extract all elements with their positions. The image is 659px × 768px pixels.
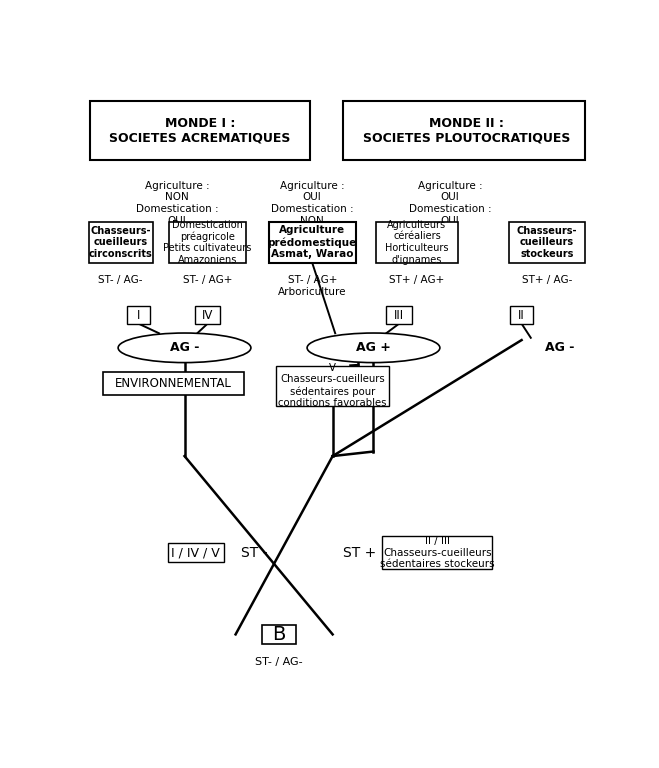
FancyBboxPatch shape — [376, 222, 458, 263]
FancyBboxPatch shape — [343, 101, 585, 161]
FancyBboxPatch shape — [277, 366, 389, 406]
Text: MONDE II :
SOCIETES PLOUTOCRATIQUES: MONDE II : SOCIETES PLOUTOCRATIQUES — [362, 117, 570, 145]
FancyBboxPatch shape — [127, 306, 150, 323]
FancyBboxPatch shape — [262, 625, 296, 644]
Text: I: I — [137, 309, 140, 322]
Text: ST- / AG+
Arboriculture: ST- / AG+ Arboriculture — [278, 276, 347, 297]
Text: MONDE I :
SOCIETES ACREMATIQUES: MONDE I : SOCIETES ACREMATIQUES — [109, 117, 291, 145]
FancyBboxPatch shape — [195, 306, 220, 323]
FancyBboxPatch shape — [89, 222, 153, 263]
Text: Agriculteurs
céréaliers
Horticulteurs
d'ignames: Agriculteurs céréaliers Horticulteurs d'… — [385, 220, 449, 265]
Text: Agriculture :
OUI
Domestication :
OUI: Agriculture : OUI Domestication : OUI — [409, 180, 492, 226]
Text: V
Chasseurs-cueilleurs
sédentaires pour
conditions favorables: V Chasseurs-cueilleurs sédentaires pour … — [278, 362, 387, 409]
Text: Chasseurs-
cueilleurs
stockeurs: Chasseurs- cueilleurs stockeurs — [517, 226, 577, 259]
Text: ST- / AG-: ST- / AG- — [255, 657, 303, 667]
FancyBboxPatch shape — [90, 101, 310, 161]
Ellipse shape — [118, 333, 251, 362]
Text: Agriculture
prédomestique
Asmat, Warao: Agriculture prédomestique Asmat, Warao — [268, 225, 357, 259]
Text: II: II — [518, 309, 525, 322]
Text: ST+ / AG+: ST+ / AG+ — [389, 276, 445, 286]
Text: III: III — [394, 309, 404, 322]
Text: I / IV / V: I / IV / V — [171, 546, 220, 559]
Text: ENVIRONNEMENTAL: ENVIRONNEMENTAL — [115, 377, 232, 390]
FancyBboxPatch shape — [510, 306, 533, 323]
FancyBboxPatch shape — [269, 222, 356, 263]
Text: II / III
Chasseurs-cueilleurs
sédentaires stockeurs: II / III Chasseurs-cueilleurs sédentaire… — [380, 536, 495, 569]
Text: ST- / AG-: ST- / AG- — [98, 276, 143, 286]
FancyBboxPatch shape — [386, 306, 412, 323]
Ellipse shape — [307, 333, 440, 362]
Text: IV: IV — [202, 309, 214, 322]
Text: AG +: AG + — [356, 341, 391, 354]
Text: ST+ / AG-: ST+ / AG- — [522, 276, 572, 286]
Text: AG -: AG - — [170, 341, 199, 354]
Text: AG -: AG - — [544, 341, 574, 354]
Text: ST -: ST - — [241, 545, 267, 560]
FancyBboxPatch shape — [103, 372, 244, 395]
FancyBboxPatch shape — [167, 543, 224, 562]
FancyBboxPatch shape — [382, 536, 492, 569]
Text: ST +: ST + — [343, 545, 376, 560]
FancyBboxPatch shape — [169, 222, 246, 263]
FancyBboxPatch shape — [509, 222, 585, 263]
Text: ST- / AG+: ST- / AG+ — [183, 276, 232, 286]
Text: Agriculture :
NON
Domestication :
OUI: Agriculture : NON Domestication : OUI — [136, 180, 218, 226]
Text: Agriculture :
OUI
Domestication :
NON: Agriculture : OUI Domestication : NON — [271, 180, 353, 226]
Text: Chasseurs-
cueilleurs
circonscrits: Chasseurs- cueilleurs circonscrits — [89, 226, 152, 259]
Text: Domestication
préagricole
Petits cultivateurs
Amazoniens: Domestication préagricole Petits cultiva… — [163, 220, 252, 265]
Text: B: B — [272, 625, 286, 644]
